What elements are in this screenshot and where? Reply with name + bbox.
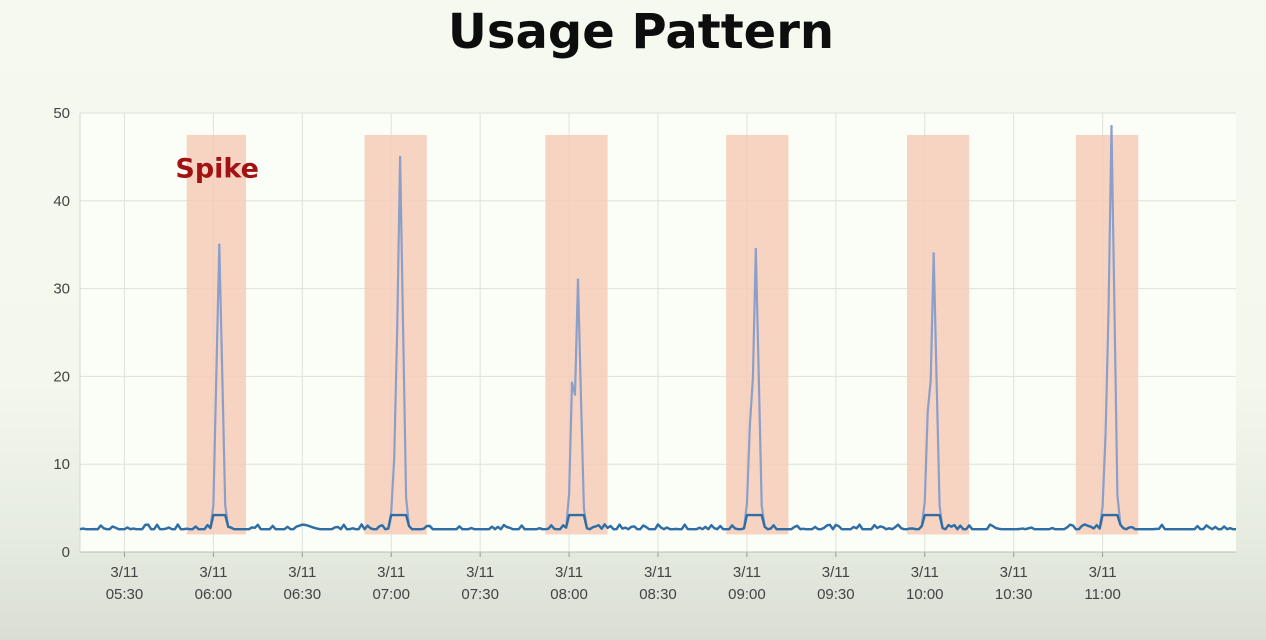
- y-tick-label: 20: [53, 368, 70, 385]
- x-tick-time: 06:00: [195, 586, 233, 603]
- y-tick-label: 0: [62, 544, 70, 561]
- usage-series: [79, 124, 1236, 531]
- x-tick-date: 3/11: [555, 564, 583, 581]
- x-tick-date: 3/11: [466, 564, 494, 581]
- y-tick-label: 30: [53, 281, 70, 298]
- x-tick-date: 3/11: [644, 564, 672, 581]
- annotations: Spike: [175, 154, 259, 185]
- x-tick-date: 3/11: [288, 564, 316, 581]
- x-tick-time: 06:30: [284, 586, 322, 603]
- x-tick-time: 07:00: [372, 586, 410, 603]
- spike-peak-point: [1110, 124, 1113, 128]
- chart-axes: [79, 113, 1236, 557]
- y-tick-label: 40: [53, 193, 70, 210]
- x-tick-time: 10:30: [995, 586, 1033, 603]
- x-tick-date: 3/11: [1000, 564, 1028, 581]
- slide-title: Usage Pattern: [447, 4, 835, 60]
- usage-line-baseline: [79, 513, 1236, 531]
- spike-annotation: Spike: [175, 154, 259, 185]
- x-tick-time: 09:30: [817, 586, 855, 603]
- x-tick-time: 10:00: [906, 586, 944, 603]
- y-tick-label: 10: [53, 456, 70, 473]
- x-tick-date: 3/11: [199, 564, 227, 581]
- x-tick-date: 3/11: [110, 564, 138, 581]
- x-tick-time: 07:30: [461, 586, 499, 603]
- x-tick-date: 3/11: [1089, 564, 1117, 581]
- x-tick-date: 3/11: [377, 564, 405, 581]
- tick-labels: 0 10 20 30 40 50 3/11 05:30 3/11 06:00 3/11 06:30 3/…: [53, 105, 1121, 603]
- spike-peak-point: [576, 278, 580, 282]
- x-tick-time: 09:00: [728, 586, 766, 603]
- x-tick-date: 3/11: [822, 564, 850, 581]
- x-tick-time: 08:00: [550, 586, 588, 603]
- x-tick-date: 3/11: [733, 564, 761, 581]
- spike-peak-point: [932, 252, 935, 255]
- chart-grid: [80, 112, 1236, 553]
- x-tick-time: 08:30: [639, 586, 677, 603]
- highlight-band: [364, 134, 427, 535]
- x-tick-date: 3/11: [911, 564, 939, 581]
- x-tick-time: 05:30: [106, 586, 144, 603]
- spike-peak-point: [754, 247, 758, 251]
- x-tick-time: 11:00: [1084, 586, 1120, 603]
- spike-peak-point: [218, 243, 221, 246]
- y-tick-label: 50: [53, 105, 70, 122]
- spike-peak-point: [398, 155, 402, 159]
